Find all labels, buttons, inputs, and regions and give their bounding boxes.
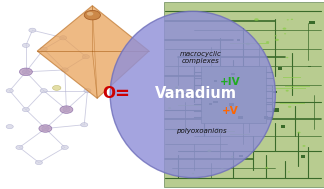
Circle shape xyxy=(60,36,67,40)
Circle shape xyxy=(221,168,224,169)
Circle shape xyxy=(19,68,32,76)
Circle shape xyxy=(35,160,42,165)
Circle shape xyxy=(87,12,93,16)
Circle shape xyxy=(287,19,289,20)
Circle shape xyxy=(288,106,291,108)
Bar xyxy=(308,66,310,67)
Text: macrocyclic
complexes: macrocyclic complexes xyxy=(180,51,222,64)
Circle shape xyxy=(6,89,13,93)
Circle shape xyxy=(291,19,293,20)
Text: +IV: +IV xyxy=(220,77,240,87)
Bar xyxy=(237,40,240,41)
Ellipse shape xyxy=(110,11,275,178)
Bar xyxy=(281,125,285,128)
Bar xyxy=(198,97,202,99)
Text: O: O xyxy=(102,86,115,101)
Circle shape xyxy=(192,173,194,174)
Text: +V: +V xyxy=(222,106,238,115)
Bar xyxy=(264,116,268,119)
Circle shape xyxy=(231,156,234,157)
Bar xyxy=(209,103,213,105)
Circle shape xyxy=(40,89,47,93)
Bar xyxy=(309,21,315,24)
Circle shape xyxy=(265,167,268,169)
Circle shape xyxy=(82,55,89,59)
Bar xyxy=(238,116,243,119)
Circle shape xyxy=(39,125,52,132)
Circle shape xyxy=(22,43,29,47)
Bar xyxy=(229,103,234,106)
Circle shape xyxy=(275,39,279,41)
Circle shape xyxy=(283,28,286,30)
Circle shape xyxy=(246,43,250,45)
Text: Vanadium: Vanadium xyxy=(155,86,237,101)
Circle shape xyxy=(201,81,203,82)
Circle shape xyxy=(297,132,301,133)
Circle shape xyxy=(274,35,277,36)
Circle shape xyxy=(84,10,100,20)
Bar xyxy=(278,67,282,70)
Circle shape xyxy=(266,41,269,43)
Bar xyxy=(231,73,235,75)
Circle shape xyxy=(63,108,70,112)
Circle shape xyxy=(285,90,289,92)
Polygon shape xyxy=(37,6,149,98)
Circle shape xyxy=(42,126,49,131)
Circle shape xyxy=(61,68,68,72)
Circle shape xyxy=(302,145,306,147)
Circle shape xyxy=(84,89,91,93)
Circle shape xyxy=(288,171,290,173)
Circle shape xyxy=(6,125,13,129)
Bar xyxy=(229,178,232,179)
Circle shape xyxy=(286,57,288,58)
Bar xyxy=(239,155,243,157)
Circle shape xyxy=(284,33,286,34)
Circle shape xyxy=(207,149,212,152)
Circle shape xyxy=(202,67,204,68)
Circle shape xyxy=(22,108,29,112)
Circle shape xyxy=(170,89,174,91)
Text: polyoxoanions: polyoxoanions xyxy=(176,128,226,134)
Circle shape xyxy=(16,145,23,149)
Bar xyxy=(214,101,218,103)
Circle shape xyxy=(175,86,179,88)
Circle shape xyxy=(168,107,171,109)
Circle shape xyxy=(29,28,36,32)
Circle shape xyxy=(40,47,47,51)
Bar xyxy=(195,55,199,58)
Bar xyxy=(214,80,217,82)
Circle shape xyxy=(61,145,68,149)
Bar xyxy=(164,2,324,187)
Bar xyxy=(201,66,266,123)
Bar xyxy=(301,155,305,158)
Circle shape xyxy=(52,85,61,90)
Circle shape xyxy=(22,70,29,74)
Bar xyxy=(272,91,277,93)
Circle shape xyxy=(81,123,88,127)
Text: =: = xyxy=(114,85,129,103)
Bar xyxy=(216,128,219,130)
Circle shape xyxy=(254,18,259,21)
Circle shape xyxy=(60,106,73,113)
Bar xyxy=(273,108,279,112)
